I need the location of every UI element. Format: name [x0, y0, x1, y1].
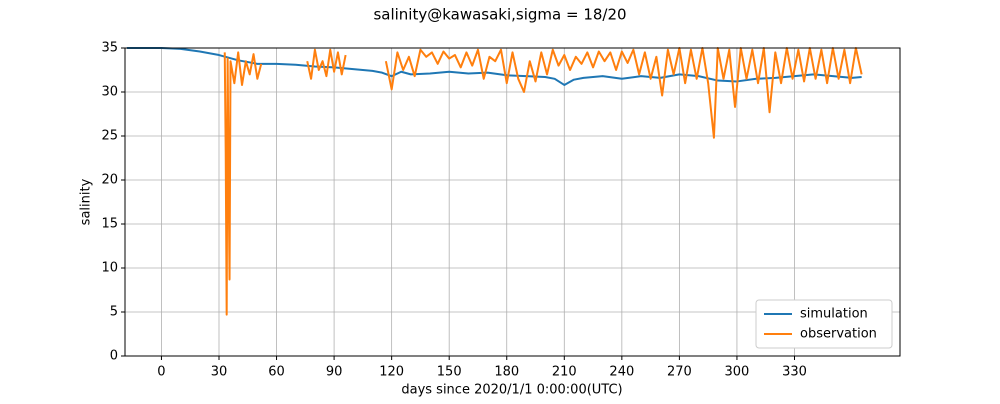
x-tick-label: 90	[326, 365, 343, 380]
y-tick-label: 30	[101, 85, 118, 100]
x-tick-label: 330	[782, 365, 807, 380]
chart-title: salinity@kawasaki,sigma = 18/20	[373, 6, 626, 24]
x-tick-label: 120	[379, 365, 404, 380]
plot-frame	[124, 47, 901, 357]
legend-box	[755, 299, 893, 349]
y-tick-label: 20	[101, 173, 118, 188]
x-tick-label: 240	[609, 365, 634, 380]
x-tick-label: 60	[268, 365, 285, 380]
x-tick-label: 210	[552, 365, 577, 380]
y-tick-label: 35	[101, 41, 118, 56]
y-tick-label: 5	[110, 305, 118, 320]
x-tick-label: 300	[725, 365, 750, 380]
plot: 0 30 60 90 120 150 180 210 240 270 300 330 0 5 10 15 20 2…	[101, 41, 901, 380]
y-tick-label: 25	[101, 129, 118, 144]
legend-label: simulation	[800, 307, 868, 322]
y-tick-label: 0	[110, 349, 118, 364]
x-tick-label: 150	[437, 365, 462, 380]
x-axis-label: days since 2020/1/1 0:00:00(UTC)	[401, 383, 622, 398]
x-tick-label: 0	[157, 365, 165, 380]
y-tick-label: 10	[101, 261, 118, 276]
line-series	[223, 47, 863, 316]
x-tick-label: 180	[494, 365, 519, 380]
legend-label: observation	[800, 327, 877, 342]
x-tick-label: 30	[211, 365, 228, 380]
y-axis-label: salinity	[79, 178, 94, 225]
legend: simulation observation	[755, 299, 893, 349]
x-tick-label: 270	[667, 365, 692, 380]
y-tick-label: 15	[101, 217, 118, 232]
